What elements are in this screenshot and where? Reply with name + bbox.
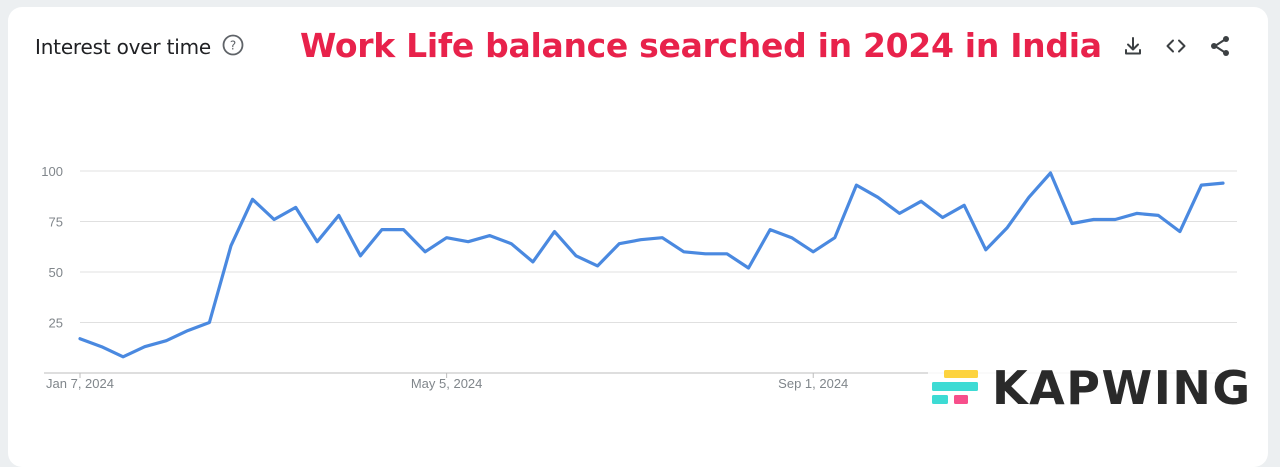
data-point: [920, 200, 923, 203]
data-point: [1027, 196, 1030, 199]
data-point: [984, 248, 987, 251]
data-point: [1071, 222, 1074, 225]
data-point: [165, 339, 168, 342]
data-point: [1178, 230, 1181, 233]
data-point: [488, 234, 491, 237]
data-point: [963, 204, 966, 207]
data-point: [898, 212, 901, 215]
y-tick-label: 25: [49, 316, 63, 331]
download-icon[interactable]: [1121, 34, 1145, 58]
x-tick-label: Jan 7, 2024: [46, 376, 114, 391]
data-point: [575, 254, 578, 257]
data-point: [1006, 226, 1009, 229]
data-point: [1114, 218, 1117, 221]
data-point: [229, 244, 232, 247]
data-point: [316, 240, 319, 243]
kapwing-watermark: KAPWING: [928, 365, 1252, 411]
data-point: [359, 254, 362, 257]
data-point: [1200, 184, 1203, 187]
data-point: [1157, 214, 1160, 217]
data-point: [1222, 182, 1225, 185]
data-point: [251, 198, 254, 201]
line-chart: 25 50 75 100 Jan 7, 2024 May 5, 2024 Sep 1, 20…: [41, 164, 1237, 391]
data-point: [1049, 172, 1052, 175]
data-point: [661, 236, 664, 239]
data-point: [833, 236, 836, 239]
data-point: [553, 230, 556, 233]
data-point: [855, 184, 858, 187]
y-tick-label: 50: [49, 265, 63, 280]
help-icon[interactable]: ?: [221, 33, 245, 57]
data-point: [1135, 212, 1138, 215]
data-point: [424, 250, 427, 253]
y-tick-label: 75: [49, 215, 63, 230]
data-point: [747, 266, 750, 269]
y-tick-label: 100: [41, 164, 63, 179]
data-point: [380, 228, 383, 231]
data-point: [876, 196, 879, 199]
svg-text:?: ?: [230, 39, 236, 53]
overlay-title: Work Life balance searched in 2024 in In…: [300, 26, 1102, 65]
data-point: [122, 355, 125, 358]
data-point: [467, 240, 470, 243]
data-point: [725, 252, 728, 255]
data-point: [769, 228, 772, 231]
data-point: [596, 264, 599, 267]
data-point: [812, 250, 815, 253]
x-tick-label: Sep 1, 2024: [778, 376, 848, 391]
kapwing-brand-text: KAPWING: [992, 361, 1252, 415]
data-point: [510, 242, 513, 245]
x-tick-label: May 5, 2024: [411, 376, 483, 391]
series-line: [78, 171, 1225, 359]
data-point: [294, 206, 297, 209]
data-point: [143, 345, 146, 348]
data-point: [531, 260, 534, 263]
data-point: [445, 236, 448, 239]
data-point: [790, 236, 793, 239]
data-point: [639, 238, 642, 241]
data-point: [100, 345, 103, 348]
data-point: [618, 242, 621, 245]
data-point: [941, 216, 944, 219]
data-point: [402, 228, 405, 231]
data-point: [208, 321, 211, 324]
data-point: [79, 337, 82, 340]
data-point: [704, 252, 707, 255]
data-point: [682, 250, 685, 253]
data-point: [273, 218, 276, 221]
embed-code-icon[interactable]: [1164, 34, 1188, 58]
data-point: [337, 214, 340, 217]
data-point: [186, 329, 189, 332]
data-point: [1092, 218, 1095, 221]
chart-header-title: Interest over time: [35, 35, 211, 59]
kapwing-logo-icon: [932, 370, 978, 404]
share-icon[interactable]: [1208, 34, 1232, 58]
